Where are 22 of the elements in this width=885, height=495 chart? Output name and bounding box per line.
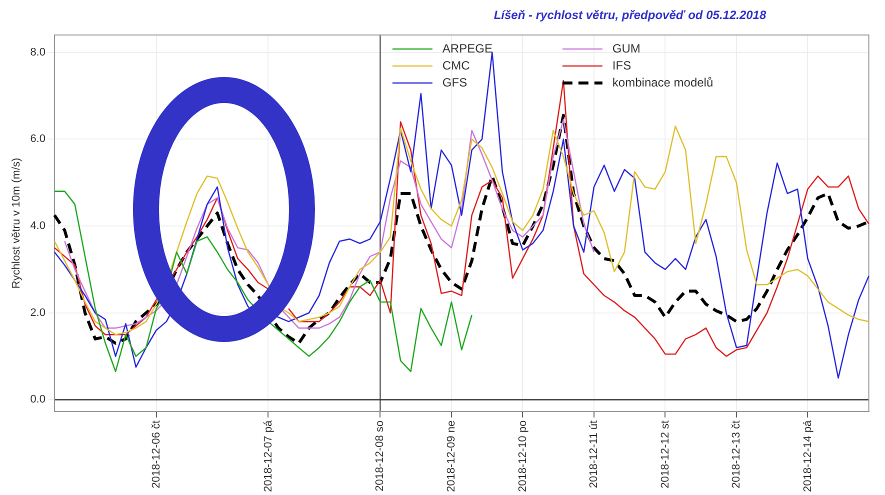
y-axis-title: Rychlost větru v 10m (m/s) bbox=[10, 158, 23, 289]
x-tick-label: 2018-12-13 čt bbox=[730, 420, 743, 488]
x-tick-label: 2018-12-09 ne bbox=[446, 420, 458, 492]
legend-label: kombinace modelů bbox=[612, 75, 714, 90]
legend-label: GUM bbox=[612, 41, 640, 56]
legend-label: IFS bbox=[612, 58, 632, 72]
x-tick-label: 2018-12-12 st bbox=[659, 420, 672, 488]
y-tick-label: 0.0 bbox=[30, 394, 46, 406]
legend-label: ARPEGE bbox=[442, 41, 492, 56]
y-tick-label: 2.0 bbox=[30, 306, 46, 319]
y-tick-label: 8.0 bbox=[30, 46, 46, 58]
y-tick-label: 6.0 bbox=[30, 133, 46, 146]
x-tick-label: 2018-12-08 so bbox=[374, 420, 386, 492]
y-tick-label: 4.0 bbox=[30, 220, 46, 232]
chart-title: Líšeň - rychlost větru, předpověď od 05.12.2018 bbox=[492, 8, 768, 22]
legend-label: GFS bbox=[442, 75, 468, 90]
x-tick-label: 2018-12-14 pá bbox=[802, 420, 814, 492]
legend-label: CMC bbox=[442, 58, 470, 72]
x-tick-label: 2018-12-10 po bbox=[516, 420, 529, 492]
x-tick-label: 2018-12-07 pá bbox=[262, 420, 274, 492]
x-tick-label: 2018-12-06 čt bbox=[150, 420, 162, 488]
x-tick-label: 2018-12-11 út bbox=[588, 420, 600, 488]
